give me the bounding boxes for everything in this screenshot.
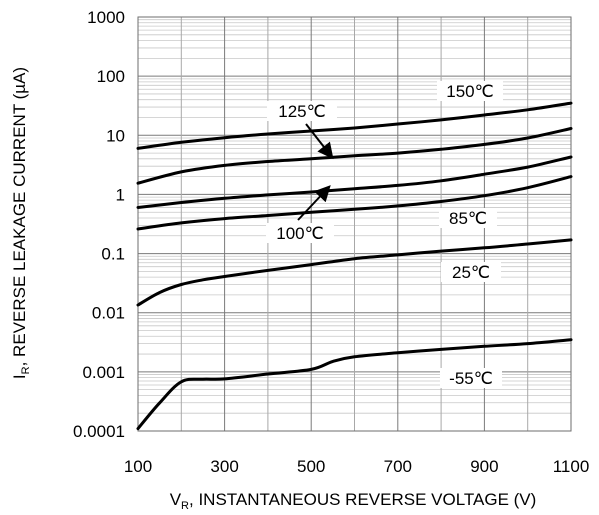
y-axis-title: IR, REVERSE LEAKAGE CURRENT (µA)	[10, 67, 32, 379]
x-tick-label: 700	[384, 457, 412, 476]
chart-grid	[137, 16, 572, 432]
curve-label-bg	[437, 81, 503, 101]
plot-border	[137, 16, 572, 432]
curve-label-bg	[439, 208, 497, 228]
curve-label: 85℃	[449, 209, 487, 228]
arrow-100	[297, 185, 331, 221]
curve-label: 125℃	[278, 102, 325, 121]
x-tick-label: 900	[470, 457, 498, 476]
chart-series	[136, 101, 573, 431]
curve-labels: 150℃ 125℃ 100℃ 85℃ 25℃ -55℃	[266, 81, 503, 388]
x-tick-label: 500	[297, 457, 325, 476]
series-line	[136, 127, 573, 185]
y-tick-label: 0.1	[101, 245, 125, 264]
y-tick-label: 0.01	[92, 304, 125, 323]
arrow-125	[305, 123, 334, 160]
y-tick-label: 0.001	[82, 363, 125, 382]
curve-label: 100℃	[276, 224, 323, 243]
curve-label-bg	[441, 262, 501, 282]
y-tick-label: 100	[97, 67, 125, 86]
y-tick-labels: 0.0001 0.001 0.01 0.1 1 10 100 1000	[73, 8, 125, 441]
series-line	[136, 101, 573, 150]
x-axis-title: VR, INSTANTANEOUS REVERSE VOLTAGE (V)	[170, 490, 537, 512]
x-tick-label: 1100	[553, 457, 590, 476]
curve-label: -55℃	[449, 369, 493, 388]
series-line	[136, 238, 573, 307]
curve-label-bg	[440, 368, 502, 388]
y-tick-label: 1000	[87, 8, 125, 27]
series-line	[136, 175, 573, 231]
label-arrows	[297, 123, 334, 221]
curve-label: 150℃	[446, 82, 493, 101]
y-tick-label: 1	[116, 185, 125, 204]
curve-label-bg	[267, 101, 337, 121]
x-tick-label: 300	[210, 457, 238, 476]
curve-label-bg	[266, 223, 334, 243]
series-line	[136, 338, 573, 431]
y-tick-label: 0.0001	[73, 422, 125, 441]
y-tick-label: 10	[106, 126, 125, 145]
x-tick-labels: 100 300 500 700 900 1100	[124, 457, 589, 476]
curve-label: 25℃	[452, 263, 490, 282]
x-tick-label: 100	[124, 457, 152, 476]
series-line	[136, 155, 573, 209]
